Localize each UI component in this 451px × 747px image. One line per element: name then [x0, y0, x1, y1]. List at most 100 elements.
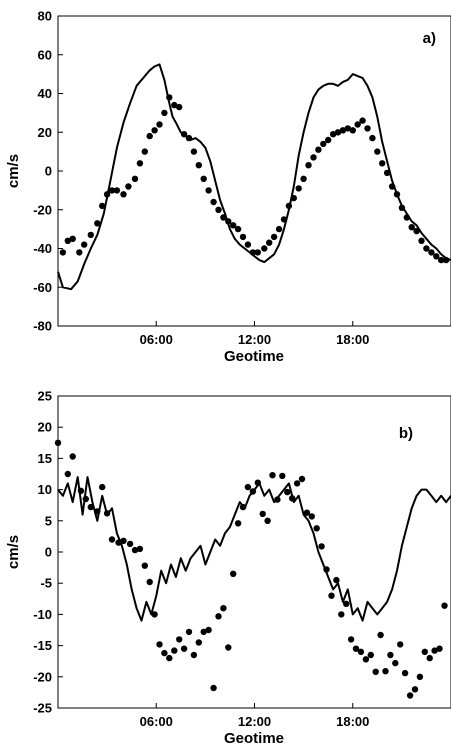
panel-b-data-point: [220, 605, 227, 612]
panel-a-data-point: [69, 235, 76, 242]
panel-b-data-point: [108, 536, 116, 543]
panel-a-x-tick-label: 06:00: [140, 332, 173, 347]
panel-b-data-point: [254, 479, 261, 486]
panel-a-data-point: [329, 131, 337, 138]
panel-b-y-tick-label: -15: [33, 638, 52, 653]
panel-b-data-point: [171, 647, 178, 654]
panel-a-data-point: [171, 101, 178, 109]
panel-a-data-point: [141, 148, 148, 155]
panel-b-data-point: [367, 651, 374, 659]
panel-b-data-point: [185, 628, 193, 636]
panel-b-data-point: [82, 495, 90, 503]
panel-b: -25 -20 -15 -10 -5 0 5 10 15 20 25 06:00 12:00 18:00…: [5, 389, 451, 747]
panel-a-data-point: [220, 214, 227, 221]
panel-b-data-point: [441, 602, 448, 609]
panel-a-data-point: [349, 127, 356, 134]
panel-b-data-point: [411, 686, 419, 693]
panel-b-data-point: [259, 510, 266, 518]
panel-a-data-point: [359, 117, 366, 124]
panel-b-data-point: [180, 645, 188, 652]
panel-b-data-point: [343, 600, 350, 607]
panel-b-data-point: [401, 669, 409, 677]
panel-b-data-point: [274, 496, 281, 503]
panel-b-y-tick-label: 10: [38, 482, 52, 497]
panel-a-data-point: [156, 121, 163, 128]
panel-a-y-tick-label: -80: [33, 319, 52, 334]
panel-a-data-point: [325, 136, 332, 144]
panel-b-data-point: [230, 570, 237, 577]
panel-a-y-axis: -80 -60 -40 -20 0 20 40 60 80: [33, 9, 63, 334]
panel-a-x-tick-label: 12:00: [238, 332, 271, 347]
panel-a-plot: [57, 63, 451, 291]
panel-b-data-point: [397, 641, 404, 648]
panel-b-data-point: [318, 543, 325, 550]
panel-a-data-point: [339, 127, 347, 134]
panel-b-y-tick-label: 20: [38, 420, 52, 435]
panel-b-plot: [54, 439, 451, 699]
panel-a-series-line: [57, 63, 451, 291]
panel-b-x-title: Geotime: [224, 730, 284, 747]
panel-a-data-point: [315, 146, 322, 153]
panel-b-data-point: [146, 578, 153, 586]
panel-a-y-tick-label: 20: [38, 125, 52, 140]
panel-b-data-point: [338, 611, 345, 618]
panel-a-data-point: [379, 160, 386, 167]
panel-b-data-point: [357, 648, 365, 655]
panel-a-data-point: [266, 239, 273, 246]
panel-a-y-tick-label: 0: [45, 164, 52, 179]
panel-a-data-point: [280, 216, 288, 223]
panel-a-data-point: [413, 227, 420, 235]
panel-a-data-point: [230, 222, 237, 229]
panel-a-data-point: [103, 191, 111, 198]
panel-a-data-point: [113, 187, 121, 194]
panel-a-data-point: [190, 148, 198, 155]
panel-a-data-point: [195, 162, 202, 169]
panel-b-data-point: [347, 636, 355, 643]
panel-b-data-point: [225, 644, 232, 651]
panel-b-data-point: [141, 562, 148, 569]
panel-a-y-tick-label: 40: [38, 86, 52, 101]
panel-a-y-tick-label: -60: [33, 280, 52, 295]
panel-a-x-title: Geotime: [224, 348, 284, 365]
panel-a-data-point: [131, 175, 139, 182]
panel-b-y-axis: -25 -20 -15 -10 -5 0 5 10 15 20 25: [33, 389, 63, 716]
panel-a-data-point: [125, 183, 132, 190]
panel-a-data-point: [393, 191, 401, 198]
panel-a-frame: [57, 15, 451, 327]
panel-a-y-tick-label: -40: [33, 241, 52, 256]
panel-b-series-line: [57, 476, 451, 622]
panel-a-data-point: [205, 187, 212, 194]
panel-a-x-axis: 06:00 12:00 18:00: [140, 321, 369, 347]
panel-a-data-point: [295, 185, 302, 192]
panel-a-y-tick-label: 60: [38, 47, 52, 62]
panel-a-data-point: [403, 214, 410, 221]
panel-a-y-tick-label: -20: [33, 202, 52, 217]
panel-b-data-point: [362, 656, 370, 663]
panel-b-y-tick-label: -10: [33, 607, 52, 622]
panel-a-data-point: [254, 249, 261, 256]
panel-b-data-point: [77, 487, 85, 494]
panel-a: -80 -60 -40 -20 0 20 40 60 80 06:00 12:00 18:00 a)…: [5, 9, 451, 365]
panel-b-data-point: [166, 654, 173, 662]
panel-b-data-point: [244, 483, 252, 491]
panel-a-data-point: [305, 162, 312, 169]
panel-a-data-point: [418, 237, 425, 244]
panel-a-y-tick-label: 80: [38, 9, 52, 24]
panel-a-data-point: [334, 129, 342, 136]
panel-b-data-point: [293, 480, 301, 487]
panel-b-data-point: [431, 647, 438, 654]
panel-b-data-point: [352, 645, 360, 652]
panel-a-data-point: [239, 233, 247, 241]
panel-b-data-point: [234, 520, 242, 527]
panel-b-data-point: [200, 628, 207, 636]
panel-a-data-point: [161, 109, 168, 117]
panel-b-data-point: [269, 472, 276, 479]
panel-b-data-point: [382, 668, 389, 675]
panel-a-data-point: [320, 140, 327, 148]
panel-b-y-tick-label: 25: [38, 389, 52, 404]
panel-a-data-point: [120, 191, 127, 198]
panel-a-data-point: [442, 256, 450, 264]
panel-a-data-point: [428, 249, 435, 256]
panel-b-data-point: [303, 509, 311, 516]
